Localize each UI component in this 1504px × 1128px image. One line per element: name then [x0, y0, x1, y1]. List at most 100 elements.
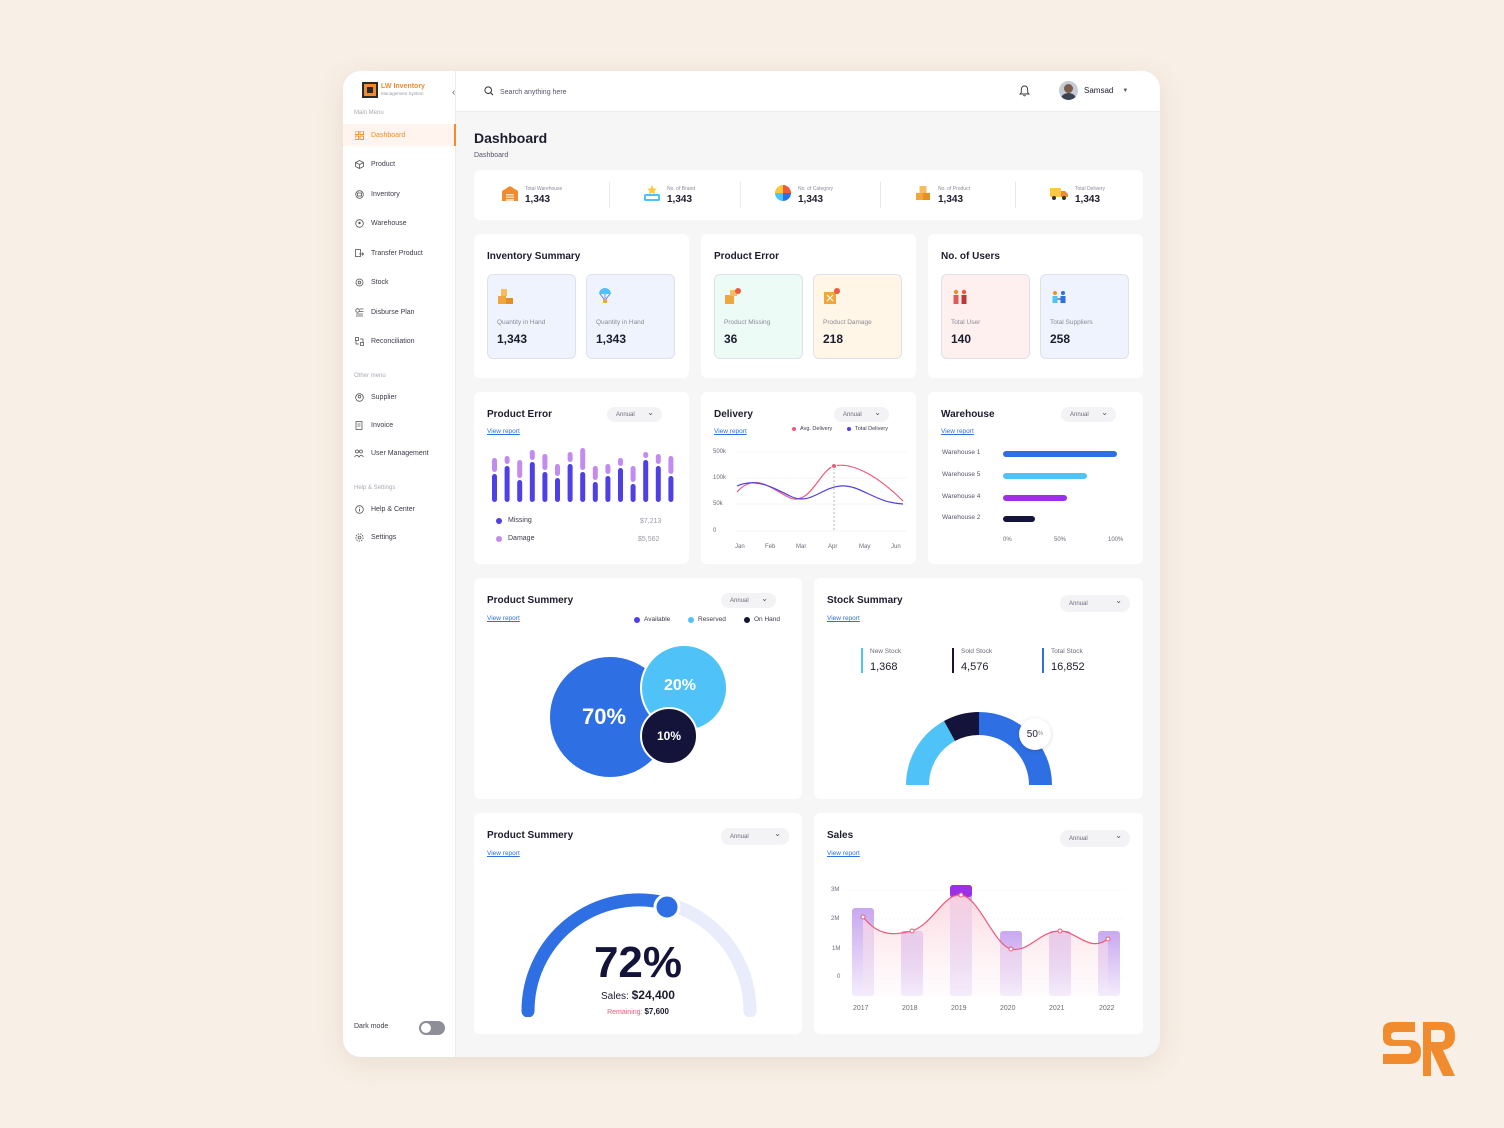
sales-point[interactable]: [1057, 928, 1063, 934]
sidebar-item-stock[interactable]: Stock: [343, 271, 456, 293]
warehouse-bar[interactable]: [1003, 451, 1117, 457]
view-report-link[interactable]: View report: [827, 615, 860, 622]
missing-bar[interactable]: [668, 476, 674, 502]
missing-bar[interactable]: [542, 472, 548, 502]
damage-bar[interactable]: [618, 458, 623, 466]
sidebar-item-transfer-product[interactable]: Transfer Product: [343, 242, 456, 264]
annual-dropdown[interactable]: Annual: [607, 407, 662, 422]
sales-point[interactable]: [958, 892, 964, 898]
user-menu[interactable]: Samsad ▼: [1059, 81, 1128, 100]
sidebar-item-dashboard[interactable]: Dashboard: [343, 124, 456, 146]
missing-bar[interactable]: [655, 466, 661, 502]
warehouse-bar[interactable]: [1003, 516, 1035, 522]
annual-dropdown[interactable]: Annual: [1060, 830, 1130, 847]
damage-bar[interactable]: [567, 452, 573, 462]
damage-bar[interactable]: [555, 464, 560, 476]
sidebar-item-help-center[interactable]: Help & Center: [343, 498, 456, 520]
sidebar-item-settings[interactable]: Settings: [343, 526, 456, 548]
warehouse-bar[interactable]: [1003, 495, 1067, 501]
missing-bar[interactable]: [504, 466, 510, 502]
missing-bar[interactable]: [580, 472, 586, 502]
dark-mode-toggle[interactable]: [419, 1021, 445, 1035]
gauge-segment-total[interactable]: [979, 712, 1052, 785]
sales-point[interactable]: [860, 914, 866, 920]
sidebar-item-reconciliation[interactable]: Reconciliation: [343, 330, 456, 352]
missing-bar[interactable]: [618, 468, 623, 502]
damage-bar[interactable]: [592, 466, 598, 480]
quantity-in-hand-tile[interactable]: Quantity in Hand 1,343: [586, 274, 675, 359]
view-report-link[interactable]: View report: [941, 428, 974, 435]
boxes-icon: [914, 184, 932, 207]
hover-point[interactable]: [831, 463, 837, 469]
missing-bar[interactable]: [643, 460, 649, 502]
search-bar[interactable]: Search anything here: [484, 86, 567, 98]
missing-bar[interactable]: [517, 480, 523, 502]
sales-point[interactable]: [1008, 946, 1014, 952]
sidebar-item-inventory[interactable]: Inventory: [343, 183, 456, 205]
missing-bar[interactable]: [492, 474, 497, 502]
damage-bar[interactable]: [504, 456, 510, 464]
app-logo[interactable]: LW Inventory Management System: [362, 82, 425, 98]
collapse-sidebar-icon[interactable]: ‹: [452, 87, 456, 98]
total-user-tile[interactable]: Total User 140: [941, 274, 1030, 359]
total-suppliers-tile[interactable]: Total Suppliers 258: [1040, 274, 1129, 359]
stat-product: No. of Product 1,343: [914, 184, 970, 207]
view-report-link[interactable]: View report: [827, 850, 860, 857]
view-report-link[interactable]: View report: [714, 428, 747, 435]
missing-bar[interactable]: [529, 462, 535, 502]
view-report-link[interactable]: View report: [487, 428, 520, 435]
annual-dropdown[interactable]: Annual: [1060, 595, 1130, 612]
missing-bar[interactable]: [605, 476, 611, 502]
sidebar-item-supplier[interactable]: Supplier: [343, 386, 456, 408]
annual-dropdown[interactable]: Annual: [721, 828, 789, 845]
damage-bar[interactable]: [529, 450, 535, 460]
damage-bar[interactable]: [542, 454, 548, 470]
damage-bar[interactable]: [580, 448, 586, 470]
quantity-in-hand-tile[interactable]: Quantity in Hand 1,343: [487, 274, 576, 359]
missing-bar[interactable]: [555, 478, 560, 502]
annual-dropdown[interactable]: Annual: [834, 407, 889, 422]
product-missing-tile[interactable]: Product Missing 36: [714, 274, 803, 359]
reconcile-icon: [354, 336, 364, 346]
damage-bar[interactable]: [668, 456, 674, 474]
bell-icon[interactable]: [1019, 84, 1030, 102]
stock-summary-card: Stock Summary View report Annual New Sto…: [814, 578, 1143, 799]
missing-bar[interactable]: [630, 484, 636, 502]
product-damage-tile[interactable]: Product Damage 218: [813, 274, 902, 359]
warehouse-icon: [501, 184, 519, 207]
sidebar-item-disburse-plan[interactable]: Disburse Plan: [343, 301, 456, 323]
sidebar-item-user-management[interactable]: User Management: [343, 442, 456, 464]
tile-value: 258: [1050, 332, 1071, 346]
damage-bar[interactable]: [492, 458, 497, 472]
sales-value: $24,400: [631, 988, 675, 1002]
stock-label: New Stock: [870, 648, 902, 655]
x-tick: May: [859, 544, 871, 550]
annual-dropdown[interactable]: Annual: [1061, 407, 1116, 422]
gauge-segment-sold[interactable]: [944, 712, 979, 741]
gauge-handle[interactable]: [653, 893, 681, 921]
damage-bar[interactable]: [605, 464, 611, 474]
missing-bar[interactable]: [567, 464, 573, 502]
sales-point[interactable]: [909, 928, 915, 934]
box-icon: [354, 159, 364, 169]
gauge-segment-new[interactable]: [906, 721, 955, 785]
missing-bar[interactable]: [592, 482, 598, 502]
damage-bar[interactable]: [630, 466, 636, 482]
bubble-on-hand[interactable]: [640, 707, 698, 765]
gauge-fill: [521, 893, 672, 1017]
x-tick: 2019: [951, 1005, 967, 1012]
view-report-link[interactable]: View report: [487, 615, 520, 622]
sales-point[interactable]: [1105, 936, 1111, 942]
view-report-link[interactable]: View report: [487, 850, 520, 857]
sidebar-item-invoice[interactable]: Invoice: [343, 414, 456, 436]
gauge-unit: %: [1037, 731, 1044, 737]
truck-icon: [1049, 184, 1069, 207]
warehouse-bar[interactable]: [1003, 473, 1088, 479]
search-input[interactable]: Search anything here: [500, 88, 567, 96]
sidebar-item-product[interactable]: Product: [343, 153, 456, 175]
sidebar-item-warehouse[interactable]: Warehouse: [343, 212, 456, 234]
damage-bar[interactable]: [655, 454, 661, 464]
damage-bar[interactable]: [517, 460, 523, 478]
annual-dropdown[interactable]: Annual: [721, 593, 776, 608]
damage-bar[interactable]: [643, 452, 649, 458]
